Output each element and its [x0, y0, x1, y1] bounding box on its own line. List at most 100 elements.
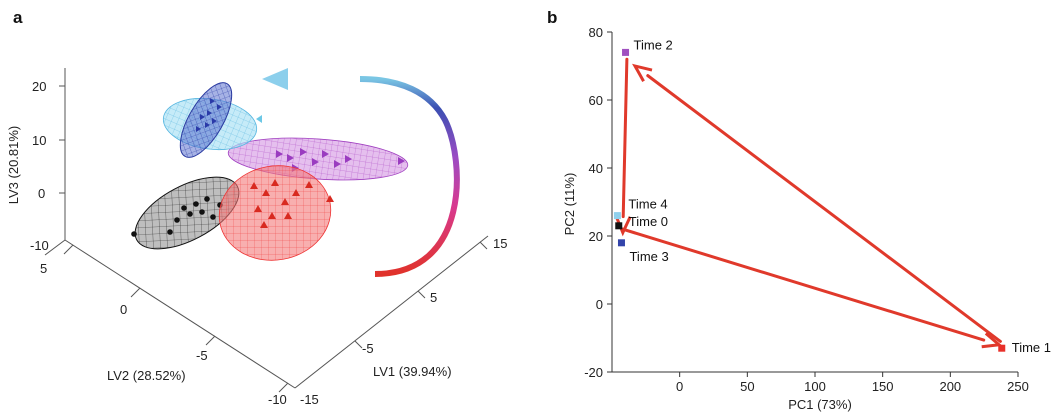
y-tick-label: 60 — [589, 93, 603, 108]
data-point — [268, 212, 276, 219]
data-point — [199, 209, 205, 215]
lv3-tick-label: 10 — [32, 133, 46, 148]
data-point — [334, 160, 341, 168]
pca-axes: -20 0 20 40 60 80 0 50 100 150 200 250 — [584, 25, 1029, 394]
lv2-tick-label: 0 — [120, 302, 127, 317]
data-point — [254, 205, 262, 212]
data-point — [167, 229, 173, 235]
lv2-tick-mark — [63, 244, 74, 255]
y-tick-label: 0 — [596, 297, 603, 312]
data-point — [205, 122, 210, 128]
data-point — [345, 155, 352, 163]
data-point — [200, 114, 205, 120]
data-point — [276, 150, 283, 158]
lv2-tick-mark — [205, 335, 216, 346]
lv1-tick-label: 15 — [493, 236, 507, 251]
x-tick-label: 100 — [804, 379, 826, 394]
data-point — [187, 211, 193, 217]
red-ellipsoid-mesh — [219, 165, 331, 261]
pca-point-marker — [998, 344, 1006, 352]
blue-ellipsoid-mesh — [180, 82, 232, 158]
pca-point-label: Time 1 — [1012, 340, 1051, 355]
pca-point-marker — [617, 239, 625, 247]
y-axis-title: PC2 (11%) — [562, 173, 577, 236]
lv2-tick-label: -5 — [196, 348, 208, 363]
data-point — [305, 181, 313, 188]
panel-b-letter: b — [547, 8, 557, 27]
data-point — [284, 212, 292, 219]
lv1-axis-line — [294, 235, 489, 389]
data-point — [300, 148, 307, 156]
blue-points — [196, 98, 222, 132]
lv1-tick-label: -15 — [300, 392, 319, 407]
pca-point-label: Time 3 — [629, 249, 668, 264]
pca-point-marker — [622, 48, 630, 56]
lv3-axis-title: LV3 (20.81%) — [6, 126, 21, 205]
data-point — [281, 198, 289, 205]
y-tick-label: 40 — [589, 161, 603, 176]
y-tick-label: 20 — [589, 229, 603, 244]
blue-cluster — [179, 82, 233, 158]
data-point — [292, 189, 300, 196]
lv2-tick-mark — [130, 287, 141, 298]
data-point — [260, 221, 268, 228]
data-point — [181, 205, 187, 211]
lv3-tick-label: 0 — [38, 186, 45, 201]
data-point — [131, 231, 137, 237]
y-tick-label: 80 — [589, 25, 603, 40]
data-point — [287, 154, 294, 162]
lv2-axis-title: LV2 (28.52%) — [107, 368, 186, 383]
trajectory-arrowhead — [262, 68, 288, 90]
data-point — [250, 182, 258, 189]
trajectory-arrow-line — [621, 227, 986, 342]
data-point — [326, 195, 334, 202]
lv1-tick-mark — [479, 241, 488, 250]
pca-point-marker — [613, 212, 621, 220]
x-tick-label: 150 — [872, 379, 894, 394]
magenta-points — [276, 148, 405, 172]
red-cluster — [218, 165, 334, 261]
data-point — [212, 118, 217, 124]
pca-point-marker — [615, 222, 623, 230]
data-point — [256, 115, 262, 123]
x-tick-label: 50 — [740, 379, 754, 394]
trajectory-arc — [359, 76, 460, 277]
lv3-tick-label: -10 — [30, 238, 49, 253]
trajectory-arrowhead — [614, 215, 632, 237]
lv2-tick-label: 5 — [40, 261, 47, 276]
trajectory-arrow — [175, 68, 460, 277]
lv1-tick-label: 5 — [430, 290, 437, 305]
pca-point-label: Time 2 — [634, 37, 673, 52]
data-point — [210, 98, 215, 104]
pca-point-label: Time 4 — [628, 197, 667, 212]
data-point — [204, 196, 210, 202]
data-point — [207, 110, 212, 116]
data-point — [398, 157, 405, 165]
data-point — [174, 217, 180, 223]
lv2-axis-line — [64, 239, 296, 389]
data-point — [262, 189, 270, 196]
x-tick-label: 200 — [939, 379, 961, 394]
y-tick-label: -20 — [584, 365, 603, 380]
lv1-tick-mark — [417, 290, 426, 299]
black-ellipsoid-mesh — [135, 177, 239, 249]
pca-point-label: Time 0 — [629, 214, 668, 229]
red-points — [250, 179, 334, 228]
pca-points: Time 0 Time 1 Time 2 Time 3 Time 4 — [613, 37, 1051, 355]
data-point — [210, 214, 216, 220]
pca-arrows — [614, 57, 1003, 349]
panel-a: a 20 10 0 -10 5 0 -5 - — [6, 8, 507, 407]
lv1-tick-mark — [354, 340, 363, 349]
x-tick-label: 0 — [676, 379, 683, 394]
trajectory-arrowhead — [632, 63, 653, 82]
x-tick-label: 250 — [1007, 379, 1029, 394]
panel-a-letter: a — [13, 8, 23, 27]
data-point — [193, 201, 199, 207]
lv2-tick-label: -10 — [268, 392, 287, 407]
x-axis-title: PC1 (73%) — [788, 397, 852, 412]
data-point — [312, 158, 319, 166]
data-point — [322, 150, 329, 158]
trajectory-arrow-line — [646, 74, 1002, 343]
